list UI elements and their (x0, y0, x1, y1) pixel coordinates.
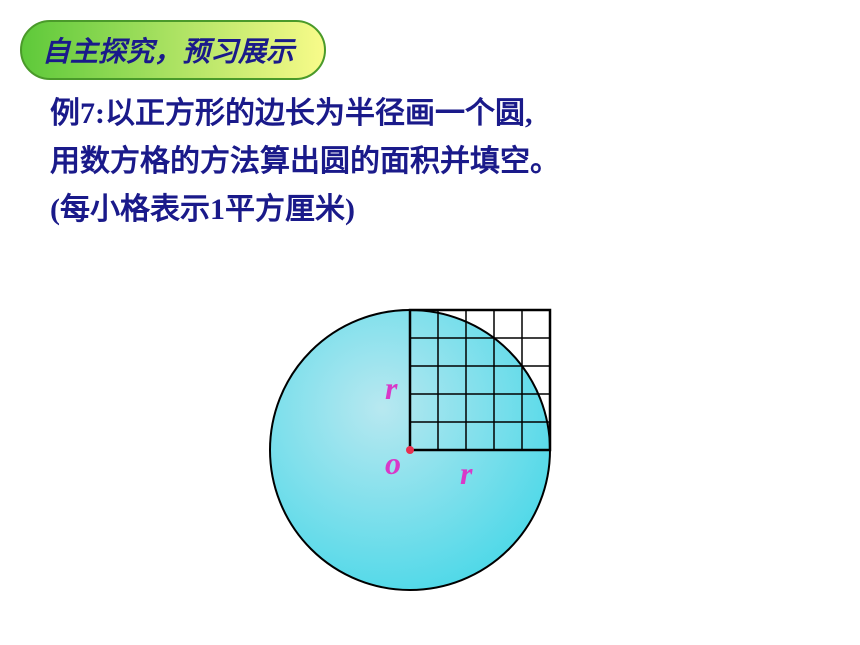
origin-label: o (385, 445, 401, 482)
problem-line-3: (每小格表示1平方厘米) (50, 186, 810, 234)
center-point (406, 446, 414, 454)
diagram-svg (250, 270, 610, 630)
circle-grid-diagram: o r r (250, 270, 610, 630)
section-header-badge: 自主探究，预习展示 (20, 20, 326, 80)
header-text: 自主探究，预习展示 (42, 37, 294, 68)
problem-line-2: 用数方格的方法算出圆的面积并填空。 (50, 138, 810, 186)
problem-line-1: 例7:以正方形的边长为半径画一个圆, (50, 90, 810, 138)
problem-statement: 例7:以正方形的边长为半径画一个圆, 用数方格的方法算出圆的面积并填空。 (每小… (50, 90, 810, 234)
radius-label-horizontal: r (460, 455, 472, 492)
radius-label-vertical: r (385, 370, 397, 407)
